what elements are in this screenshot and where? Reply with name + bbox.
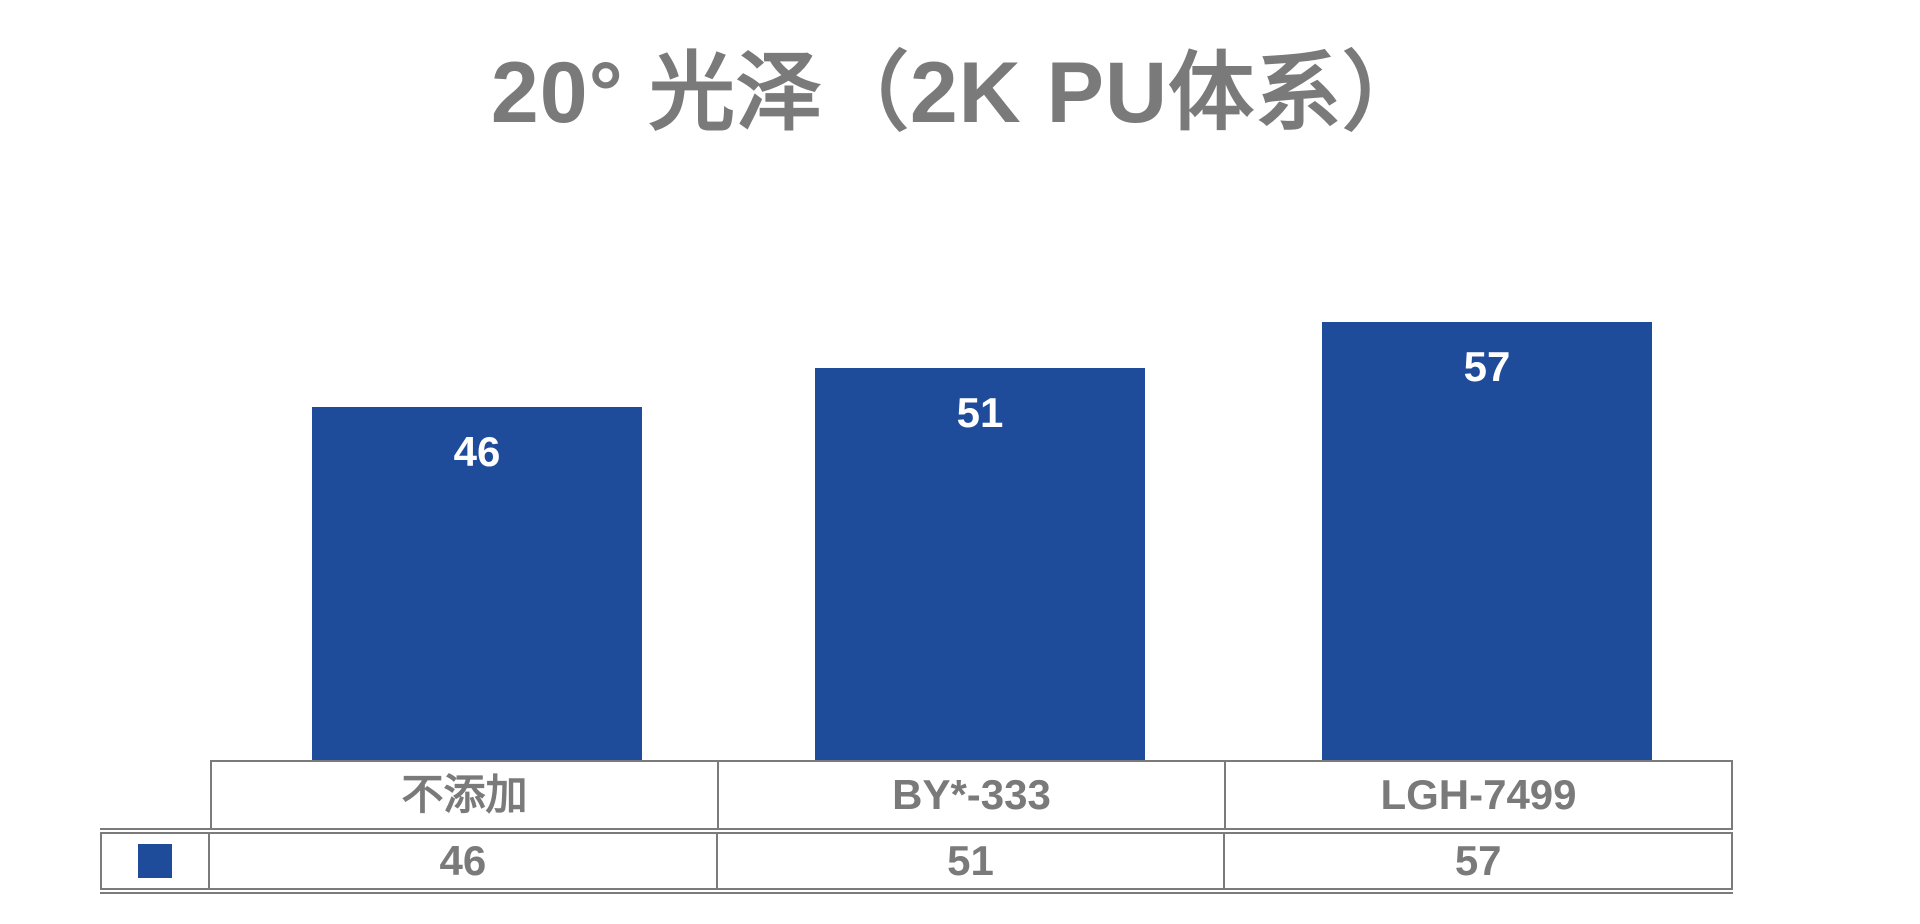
data-table-category-row: 不添加 BY*-333 LGH-7499 [210, 760, 1733, 828]
table-value-cell-1: 46 [439, 837, 487, 884]
table-divider-line-upper [100, 828, 1733, 830]
table-bottom-line-lower [100, 892, 1733, 894]
table-divider-line-lower [100, 832, 1733, 834]
table-bottom-line-upper [100, 888, 1733, 890]
table-category-cell-3: LGH-7499 [1224, 762, 1731, 828]
series-color-swatch-icon [138, 844, 172, 878]
bar-category-2: 51 [815, 368, 1145, 760]
table-category-cell-1: 不添加 [401, 771, 528, 818]
bar-category-3: 57 [1322, 322, 1652, 760]
table-value-cell-3: 57 [1223, 834, 1731, 888]
bar-value-label-2: 51 [956, 389, 1004, 436]
legend-cell [102, 834, 210, 888]
table-value-cell-2: 51 [715, 834, 1224, 888]
bar-value-label-3: 57 [1463, 343, 1511, 390]
data-table-value-row: 46 51 57 [100, 834, 1733, 888]
bar-category-1: 46 [312, 407, 642, 760]
bar-value-label-1: 46 [453, 428, 501, 475]
table-category-cell-2: BY*-333 [717, 762, 1224, 828]
chart-title: 20° 光泽（2K PU体系） [490, 45, 1430, 141]
